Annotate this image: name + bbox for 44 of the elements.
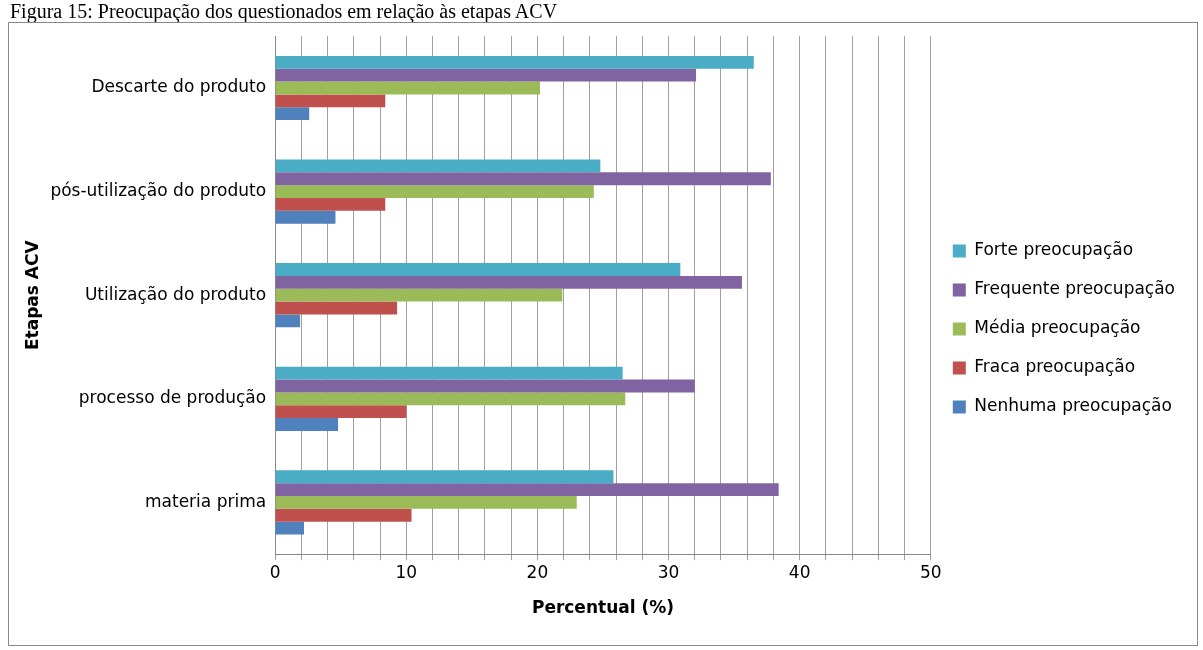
chart-title: Figura 15: Preocupação dos questionados em relação às etapas ACV bbox=[10, 0, 559, 22]
bar bbox=[275, 418, 339, 431]
bar bbox=[275, 81, 541, 95]
bar bbox=[275, 210, 336, 224]
bar bbox=[275, 275, 742, 289]
bar bbox=[275, 55, 754, 69]
bar bbox=[275, 107, 310, 121]
bar bbox=[275, 470, 614, 484]
bar bbox=[275, 392, 626, 406]
y-tick-label: pós-utilização do produto bbox=[50, 180, 267, 201]
legend-label: Fraca preocupação bbox=[974, 356, 1136, 377]
y-tick-label: processo de produção bbox=[78, 387, 267, 408]
legend-label: Nenhuma preocupação bbox=[974, 395, 1172, 416]
x-tick-label: 10 bbox=[395, 561, 418, 582]
y-tick-label: Utilização do produto bbox=[84, 283, 267, 304]
bar bbox=[275, 68, 697, 82]
x-tick-label: 40 bbox=[788, 561, 811, 582]
bar bbox=[275, 198, 386, 211]
y-axis-title: Etapas ACV bbox=[21, 239, 42, 351]
bar bbox=[275, 94, 386, 108]
bar bbox=[275, 483, 779, 496]
bar bbox=[275, 314, 301, 328]
bar bbox=[275, 379, 695, 393]
bar bbox=[275, 495, 577, 509]
bar bbox=[275, 172, 771, 186]
bar bbox=[275, 521, 304, 535]
x-tick-label: 30 bbox=[657, 561, 680, 582]
x-tick-label: 50 bbox=[919, 561, 942, 582]
x-axis-title: Percentual (%) bbox=[531, 597, 675, 618]
bar bbox=[275, 405, 407, 419]
legend-label: Forte preocupação bbox=[974, 239, 1134, 260]
bar bbox=[275, 159, 601, 173]
bar bbox=[275, 263, 681, 276]
bar bbox=[275, 366, 623, 380]
bar bbox=[275, 301, 398, 315]
bar bbox=[275, 288, 563, 302]
bar bbox=[275, 185, 594, 199]
x-tick-label: 20 bbox=[526, 561, 549, 582]
legend-label: Média preocupação bbox=[974, 317, 1141, 338]
x-tick-label: 0 bbox=[269, 561, 281, 582]
bar bbox=[275, 508, 412, 522]
legend-label: Frequente preocupação bbox=[974, 278, 1176, 299]
y-tick-label: Descarte do produto bbox=[91, 76, 267, 97]
y-tick-label: materia prima bbox=[145, 490, 267, 511]
